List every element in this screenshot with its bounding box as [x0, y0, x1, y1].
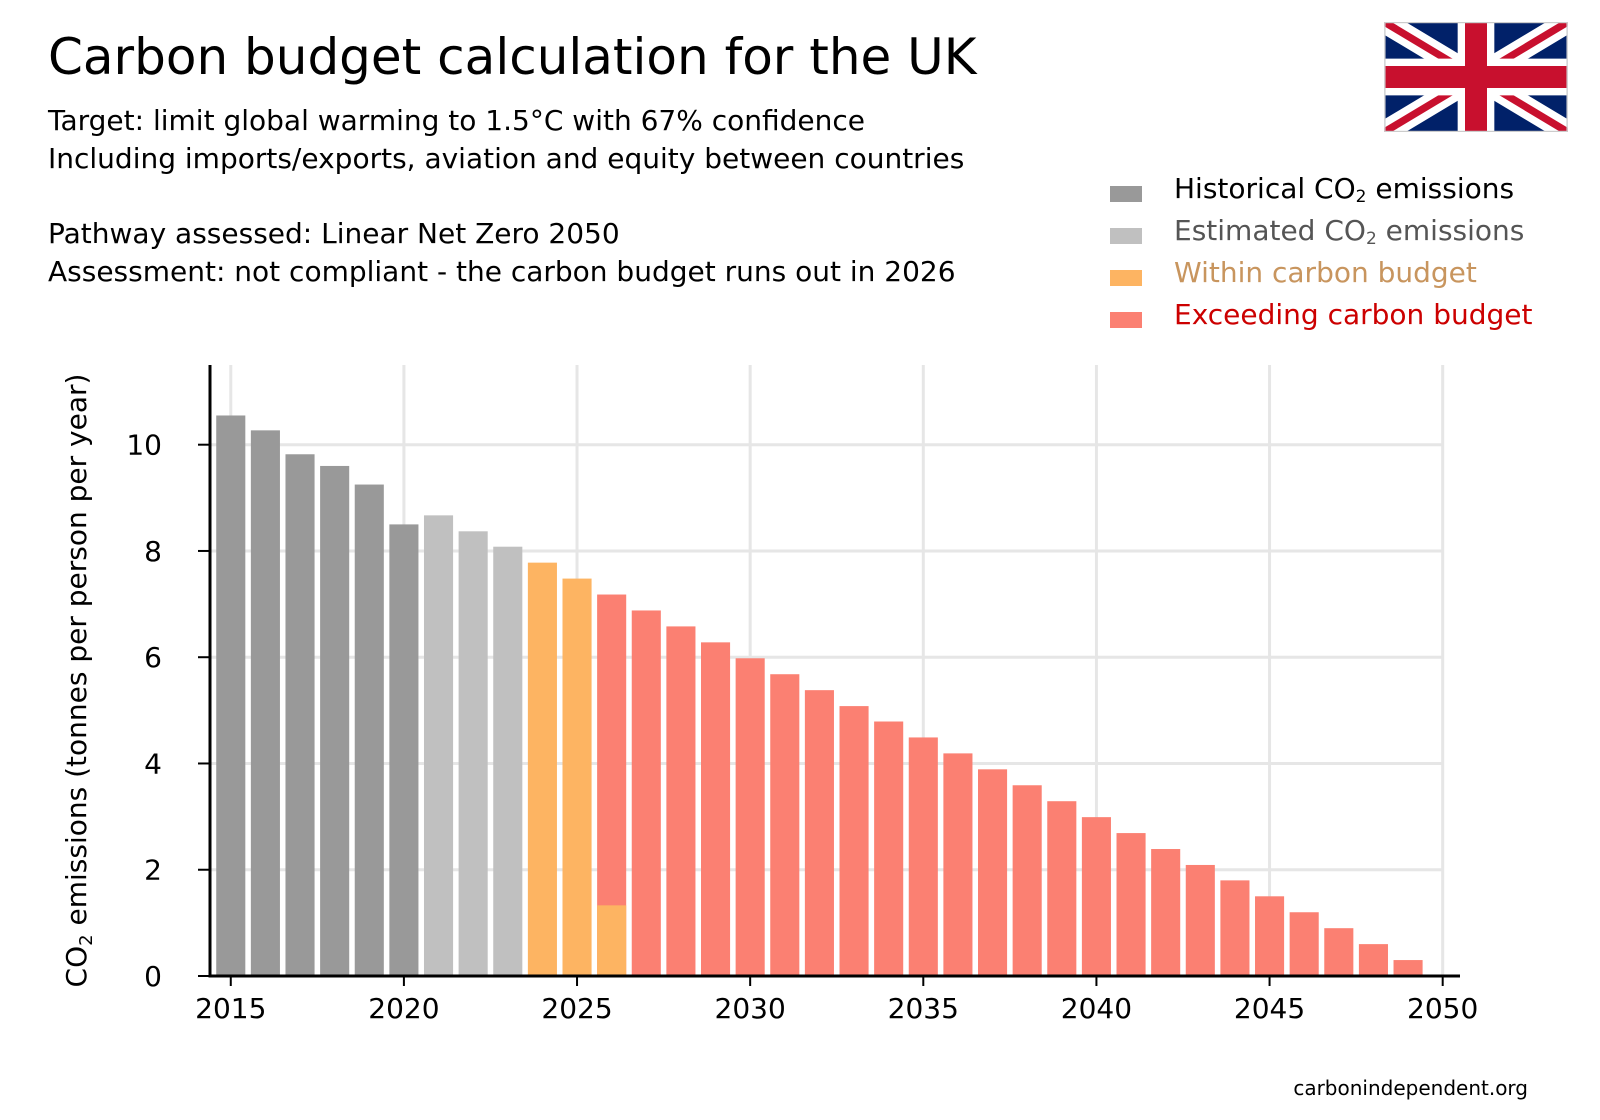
bar — [1324, 928, 1354, 976]
bar — [320, 465, 350, 976]
x-tick-label: 2050 — [1407, 992, 1478, 1025]
bar — [735, 658, 765, 976]
bar — [354, 484, 384, 976]
legend-label: Within carbon budget — [1174, 256, 1477, 289]
bar — [1081, 817, 1111, 976]
bar — [943, 753, 973, 976]
bar — [908, 737, 938, 976]
bar — [839, 706, 869, 976]
bar — [216, 415, 246, 977]
target-text: Target: limit global warming to 1.5°C wi… — [48, 104, 866, 137]
bar — [1220, 880, 1250, 976]
y-tick-label: 0 — [144, 960, 162, 993]
y-tick-label: 4 — [144, 747, 162, 780]
bar — [804, 690, 834, 976]
bar — [700, 642, 731, 976]
x-tick-label: 2035 — [888, 992, 959, 1025]
bar — [285, 454, 315, 976]
assessment-text: Assessment: not compliant - the carbon b… — [48, 255, 956, 288]
bar — [493, 546, 523, 976]
y-tick-label: 8 — [144, 535, 162, 568]
bar — [1116, 833, 1146, 976]
bar — [423, 515, 454, 976]
x-tick-label: 2030 — [715, 992, 786, 1025]
bar — [1012, 785, 1042, 976]
bar — [1185, 864, 1215, 976]
page-title: Carbon budget calculation for the UK — [48, 28, 977, 86]
bar — [562, 578, 592, 976]
bar — [1151, 849, 1181, 976]
bar — [1358, 944, 1388, 976]
pathway-text: Pathway assessed: Linear Net Zero 2050 — [48, 217, 620, 250]
bar — [1255, 896, 1285, 976]
y-axis-label: CO2 emissions (tonnes per person per yea… — [60, 374, 97, 988]
bar — [458, 531, 488, 976]
bar — [631, 610, 661, 976]
source-credit[interactable]: carbonindependent.org — [1293, 1076, 1528, 1100]
legend-label: Historical CO2 emissions — [1174, 172, 1515, 207]
legend-label: Estimated CO2 emissions — [1174, 214, 1525, 249]
bar — [1393, 960, 1423, 976]
x-tick-label: 2020 — [368, 992, 439, 1025]
legend-swatch — [1110, 186, 1142, 202]
bar-segment — [597, 905, 627, 976]
legend-swatch — [1110, 228, 1142, 244]
x-tick-label: 2025 — [541, 992, 612, 1025]
bar — [666, 626, 696, 976]
bar — [527, 562, 557, 976]
y-tick-label: 10 — [126, 429, 162, 462]
y-tick-label: 6 — [144, 641, 162, 674]
x-tick-label: 2015 — [195, 992, 266, 1025]
emissions-chart: 0 2 4 6 8 10 2015 2020 2025 2030 2035 2040 2045 2050 C… — [60, 365, 1478, 1025]
y-tick-label: 2 — [144, 854, 162, 887]
uk-flag-icon — [1384, 22, 1568, 132]
bar — [250, 430, 280, 976]
legend-swatch — [1110, 312, 1142, 328]
bar — [389, 524, 419, 976]
bar — [1289, 912, 1319, 976]
x-tick-label: 2040 — [1061, 992, 1132, 1025]
x-tick-label: 2045 — [1234, 992, 1305, 1025]
bar — [1047, 801, 1077, 976]
bar — [874, 721, 904, 976]
bar — [770, 674, 800, 976]
legend-swatch — [1110, 270, 1142, 286]
bar — [978, 769, 1008, 976]
legend-label: Exceeding carbon budget — [1174, 298, 1533, 331]
scope-text: Including imports/exports, aviation and … — [48, 142, 965, 175]
